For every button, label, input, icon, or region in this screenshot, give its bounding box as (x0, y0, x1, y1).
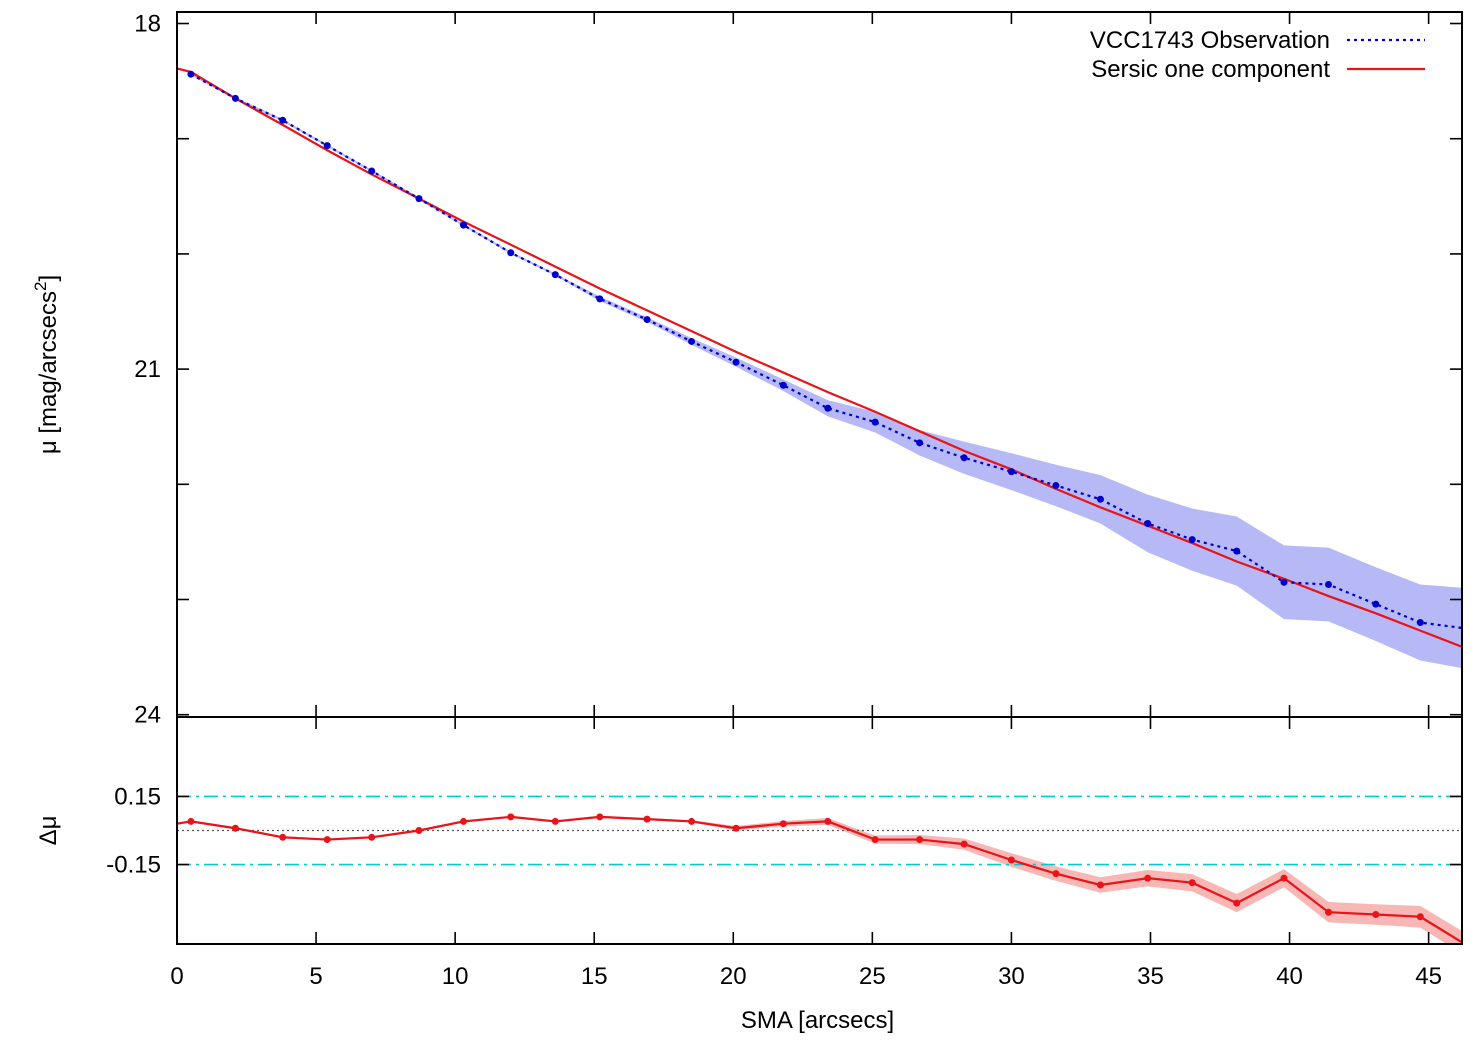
observation-point (1096, 495, 1104, 503)
residual-point (507, 813, 515, 821)
residual-point (1280, 874, 1288, 882)
observation-point (1052, 481, 1060, 489)
observation-point (824, 404, 832, 412)
residual-points-group (187, 813, 1462, 944)
x-tick-label: 15 (581, 963, 608, 990)
residual-point (596, 813, 604, 821)
sersic-model-line (177, 67, 1462, 648)
residual-point (187, 817, 195, 825)
observation-point (1324, 581, 1332, 589)
residual-panel: 0.15 -0.15 0 5 10 15 20 25 30 35 40 45 Δμ SMA [arcs… (35, 716, 1463, 1034)
observation-point (1188, 536, 1196, 544)
observation-point (551, 271, 559, 279)
profile-y-tick-label: 21 (134, 356, 161, 383)
residual-point (279, 833, 287, 841)
observation-point (187, 70, 195, 78)
x-tick-label: 45 (1415, 963, 1442, 990)
residual-point (1416, 913, 1424, 921)
observation-point (459, 221, 467, 229)
profile-y-axis-title-main: μ [mag/arcsecs (35, 291, 62, 454)
residual-reference-lines-group (177, 795, 1462, 866)
x-tick-label: 0 (170, 963, 183, 990)
x-tick-label: 5 (309, 963, 322, 990)
observation-point (1416, 619, 1424, 627)
legend: VCC1743 Observation Sersic one component (1090, 27, 1425, 83)
residual-point (459, 817, 467, 825)
x-axis-title: SMA [arcsecs] (741, 1007, 894, 1034)
observation-error-band (190, 73, 1462, 669)
residual-point (415, 827, 423, 834)
residual-y-tick-label: 0.15 (114, 783, 161, 810)
residual-line (177, 815, 1462, 944)
residual-point (1372, 910, 1380, 918)
residual-ticks-group: 0.15 -0.15 0 5 10 15 20 25 30 35 40 45 (106, 717, 1462, 990)
observation-point (960, 454, 968, 462)
observation-point (507, 249, 515, 257)
profile-plot-frame (176, 11, 1463, 718)
observation-point (779, 381, 787, 389)
observation-point (596, 295, 604, 303)
profile-y-axis-title: μ [mag/arcsecs2] (31, 275, 62, 454)
legend-entry-sersic: Sersic one component (1091, 56, 1330, 83)
residual-point (1007, 856, 1015, 864)
residual-point (688, 817, 696, 825)
observation-points-group (187, 70, 1462, 631)
profile-ticks-group: 18 21 24 (134, 11, 1462, 729)
observation-point (732, 358, 740, 366)
observation-point (1233, 547, 1241, 555)
observation-point (643, 316, 651, 324)
residual-y-tick-label: -0.15 (106, 852, 161, 879)
profile-panel: 18 21 24 μ [mag/arcsecs2] VCC1743 Observat… (31, 11, 1463, 729)
residual-point (1324, 908, 1332, 916)
observation-point (231, 94, 239, 102)
residual-y-axis-title: Δμ (35, 816, 62, 846)
observation-point (323, 142, 331, 150)
profile-y-tick-label: 24 (134, 702, 161, 729)
residual-point (960, 840, 968, 848)
observation-point (415, 195, 423, 203)
residual-point (1052, 870, 1060, 878)
observation-point (279, 116, 287, 124)
x-tick-label: 35 (1137, 963, 1164, 990)
observation-error-band-group (190, 73, 1462, 669)
residual-point (871, 836, 879, 844)
x-tick-label: 20 (720, 963, 747, 990)
residual-point (231, 824, 239, 832)
residual-point (824, 817, 832, 825)
x-tick-label: 40 (1276, 963, 1303, 990)
x-tick-label: 25 (859, 963, 886, 990)
residual-point (732, 824, 740, 832)
profile-y-axis-title-close: ] (35, 275, 62, 282)
legend-entry-observation: VCC1743 Observation (1090, 27, 1330, 54)
residual-point (1233, 899, 1241, 907)
profile-y-axis-title-superscript: 2 (31, 281, 50, 290)
profile-lines-group (177, 67, 1462, 648)
profile-y-tick-label: 18 (134, 11, 161, 38)
residual-point (779, 820, 787, 828)
observation-point (916, 439, 924, 447)
residual-point (1096, 881, 1104, 889)
observation-point (1007, 468, 1015, 476)
residual-point (1144, 874, 1152, 882)
observation-point (688, 337, 696, 345)
residual-point (1188, 879, 1196, 887)
observation-point (871, 418, 879, 426)
residual-point (323, 836, 331, 844)
residual-point (551, 817, 559, 825)
observation-point (1372, 600, 1380, 608)
x-tick-label: 30 (998, 963, 1025, 990)
residual-point (916, 836, 924, 844)
observation-point (1144, 519, 1152, 527)
observation-point (1280, 578, 1288, 586)
residual-point (368, 833, 376, 841)
residual-plot-frame (176, 716, 1463, 945)
x-tick-label: 10 (442, 963, 469, 990)
residual-point (643, 815, 651, 823)
observation-point (368, 167, 376, 175)
residual-lines-group (177, 815, 1462, 944)
